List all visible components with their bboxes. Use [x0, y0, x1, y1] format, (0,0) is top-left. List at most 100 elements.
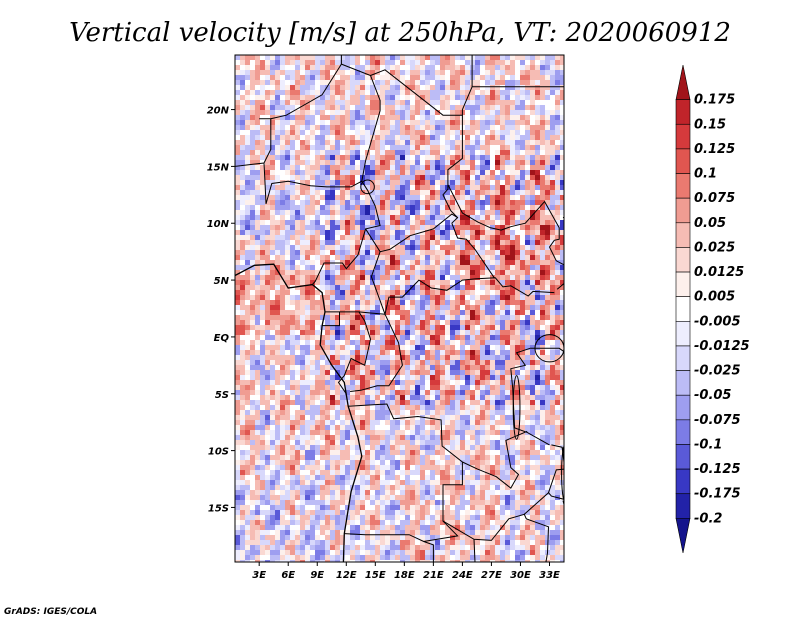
field-cell — [485, 185, 491, 191]
field-cell — [515, 340, 521, 346]
field-cell — [280, 420, 286, 426]
field-cell — [415, 130, 421, 136]
field-cell — [395, 270, 401, 276]
field-cell — [280, 255, 286, 261]
field-cell — [415, 380, 421, 386]
field-cell — [445, 425, 451, 431]
field-cell — [490, 220, 496, 226]
field-cell — [455, 315, 461, 321]
field-cell — [305, 195, 311, 201]
field-cell — [490, 340, 496, 346]
field-cell — [465, 130, 471, 136]
field-cell — [410, 140, 416, 146]
field-cell — [285, 245, 291, 251]
field-cell — [480, 110, 486, 116]
field-cell — [255, 425, 261, 431]
field-cell — [485, 205, 491, 211]
field-cell — [250, 60, 256, 66]
field-cell — [490, 270, 496, 276]
field-cell — [330, 70, 336, 76]
field-cell — [480, 230, 486, 236]
field-cell — [415, 175, 421, 181]
field-cell — [255, 405, 261, 411]
field-cell — [350, 355, 356, 361]
field-cell — [335, 125, 341, 131]
field-cell — [245, 315, 251, 321]
field-cell — [395, 145, 401, 151]
field-cell — [395, 225, 401, 231]
field-cell — [390, 75, 396, 81]
field-cell — [285, 415, 291, 421]
field-cell — [405, 210, 411, 216]
field-cell — [360, 185, 366, 191]
field-cell — [395, 405, 401, 411]
field-cell — [240, 60, 246, 66]
field-cell — [340, 85, 346, 91]
field-cell — [500, 260, 506, 266]
field-cell — [275, 300, 281, 306]
field-cell — [465, 240, 471, 246]
field-cell — [340, 395, 346, 401]
field-cell — [340, 430, 346, 436]
field-cell — [285, 135, 291, 141]
field-cell — [315, 220, 321, 226]
field-cell — [320, 410, 326, 416]
field-cell — [525, 415, 531, 421]
field-cell — [495, 385, 501, 391]
field-cell — [350, 345, 356, 351]
field-cell — [340, 305, 346, 311]
field-cell — [355, 180, 361, 186]
field-cell — [245, 85, 251, 91]
field-cell — [250, 155, 256, 161]
field-cell — [265, 300, 271, 306]
field-cell — [550, 180, 556, 186]
field-cell — [335, 420, 341, 426]
field-cell — [450, 160, 456, 166]
field-cell — [390, 165, 396, 171]
field-cell — [380, 170, 386, 176]
field-cell — [435, 335, 441, 341]
field-cell — [520, 55, 526, 61]
field-cell — [360, 215, 366, 221]
field-cell — [350, 150, 356, 156]
field-cell — [555, 360, 561, 366]
field-cell — [435, 295, 441, 301]
field-cell — [455, 360, 461, 366]
field-cell — [270, 190, 276, 196]
field-cell — [290, 55, 296, 61]
field-cell — [380, 345, 386, 351]
field-cell — [550, 230, 556, 236]
field-cell — [300, 220, 306, 226]
field-cell — [250, 275, 256, 281]
field-cell — [500, 125, 506, 131]
field-cell — [525, 120, 531, 126]
field-cell — [320, 130, 326, 136]
field-cell — [545, 255, 551, 261]
field-cell — [365, 285, 371, 291]
field-cell — [495, 165, 501, 171]
field-cell — [480, 400, 486, 406]
field-cell — [295, 365, 301, 371]
field-cell — [490, 335, 496, 341]
field-cell — [275, 415, 281, 421]
field-cell — [300, 250, 306, 256]
field-cell — [340, 145, 346, 151]
field-cell — [505, 305, 511, 311]
field-cell — [275, 115, 281, 121]
field-cell — [235, 135, 241, 141]
field-cell — [295, 120, 301, 126]
field-cell — [310, 285, 316, 291]
field-cell — [535, 240, 541, 246]
field-cell — [410, 240, 416, 246]
field-cell — [310, 320, 316, 326]
field-cell — [270, 305, 276, 311]
field-cell — [290, 130, 296, 136]
field-cell — [480, 275, 486, 281]
field-cell — [560, 175, 564, 181]
field-cell — [520, 130, 526, 136]
field-cell — [555, 160, 561, 166]
field-cell — [420, 315, 426, 321]
field-cell — [280, 245, 286, 251]
field-cell — [545, 420, 551, 426]
field-cell — [340, 290, 346, 296]
